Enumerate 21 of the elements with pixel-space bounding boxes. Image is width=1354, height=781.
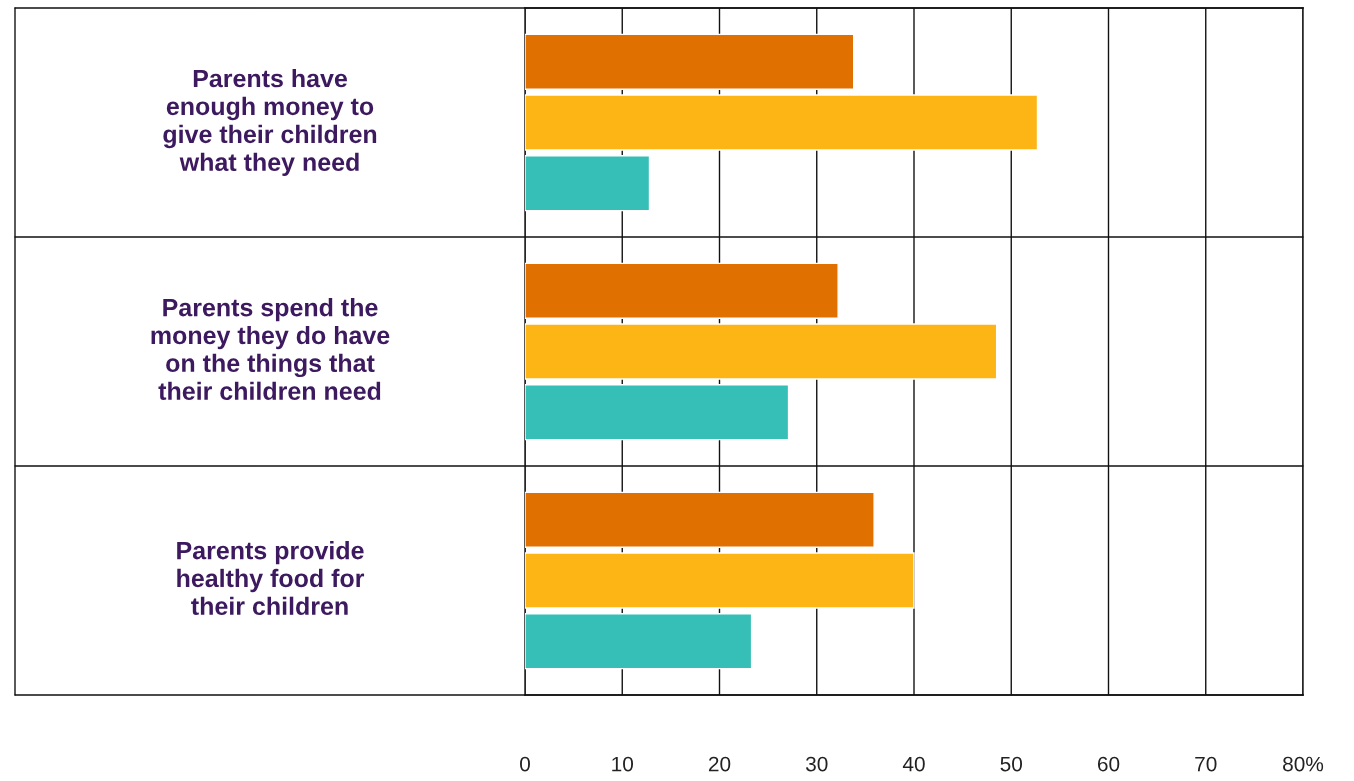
bar	[525, 262, 839, 319]
bar	[525, 94, 1039, 151]
bar	[525, 552, 915, 609]
y-tick-label: Parents spend the money they do have on the things that their children need	[151, 298, 390, 401]
bar	[525, 613, 753, 670]
x-tick-label: 0	[520, 756, 530, 772]
bar	[525, 155, 651, 212]
x-tick-label: 50	[1000, 756, 1023, 772]
bar	[525, 33, 855, 90]
x-tick-label: 40	[902, 756, 925, 772]
x-tick-label: 60	[1097, 756, 1120, 772]
x-tick-label: 10	[612, 756, 634, 772]
x-tick-label: 80%	[1283, 756, 1324, 772]
bar	[525, 491, 875, 548]
x-tick-label: 20	[708, 756, 731, 772]
x-tick-label: 30	[805, 756, 828, 772]
y-tick-label: Parents have enough money to give their children what they need	[163, 68, 377, 177]
x-tick-label: 70	[1195, 756, 1217, 772]
y-tick-label: Parents provide healthy food for their children	[177, 541, 365, 616]
bar	[525, 384, 790, 441]
bar	[525, 323, 998, 380]
